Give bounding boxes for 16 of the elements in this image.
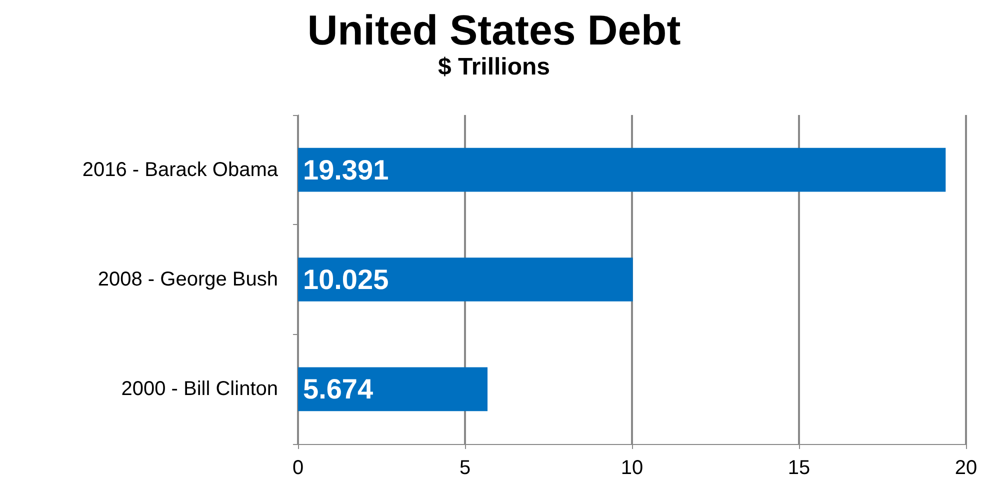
data-label: 19.391: [303, 154, 389, 186]
data-label: 5.674: [303, 374, 374, 405]
x-tick-label: 5: [459, 457, 471, 479]
chart-title: United States Debt: [307, 6, 681, 54]
y-tick-label: 2016 - Barack Obama: [82, 158, 279, 181]
data-label: 10.025: [303, 264, 389, 295]
chart-subtitle: $ Trillions: [438, 54, 550, 80]
y-tick-label: 2008 - George Bush: [98, 268, 278, 290]
bar: [298, 258, 633, 302]
x-tick-label: 15: [788, 457, 810, 479]
x-tick-label: 20: [954, 457, 978, 479]
x-tick-label: 0: [292, 457, 304, 479]
y-tick-label: 2000 - Bill Clinton: [121, 378, 278, 400]
x-tick-label: 10: [620, 457, 644, 479]
bar: [298, 148, 946, 192]
bar: [298, 367, 488, 412]
